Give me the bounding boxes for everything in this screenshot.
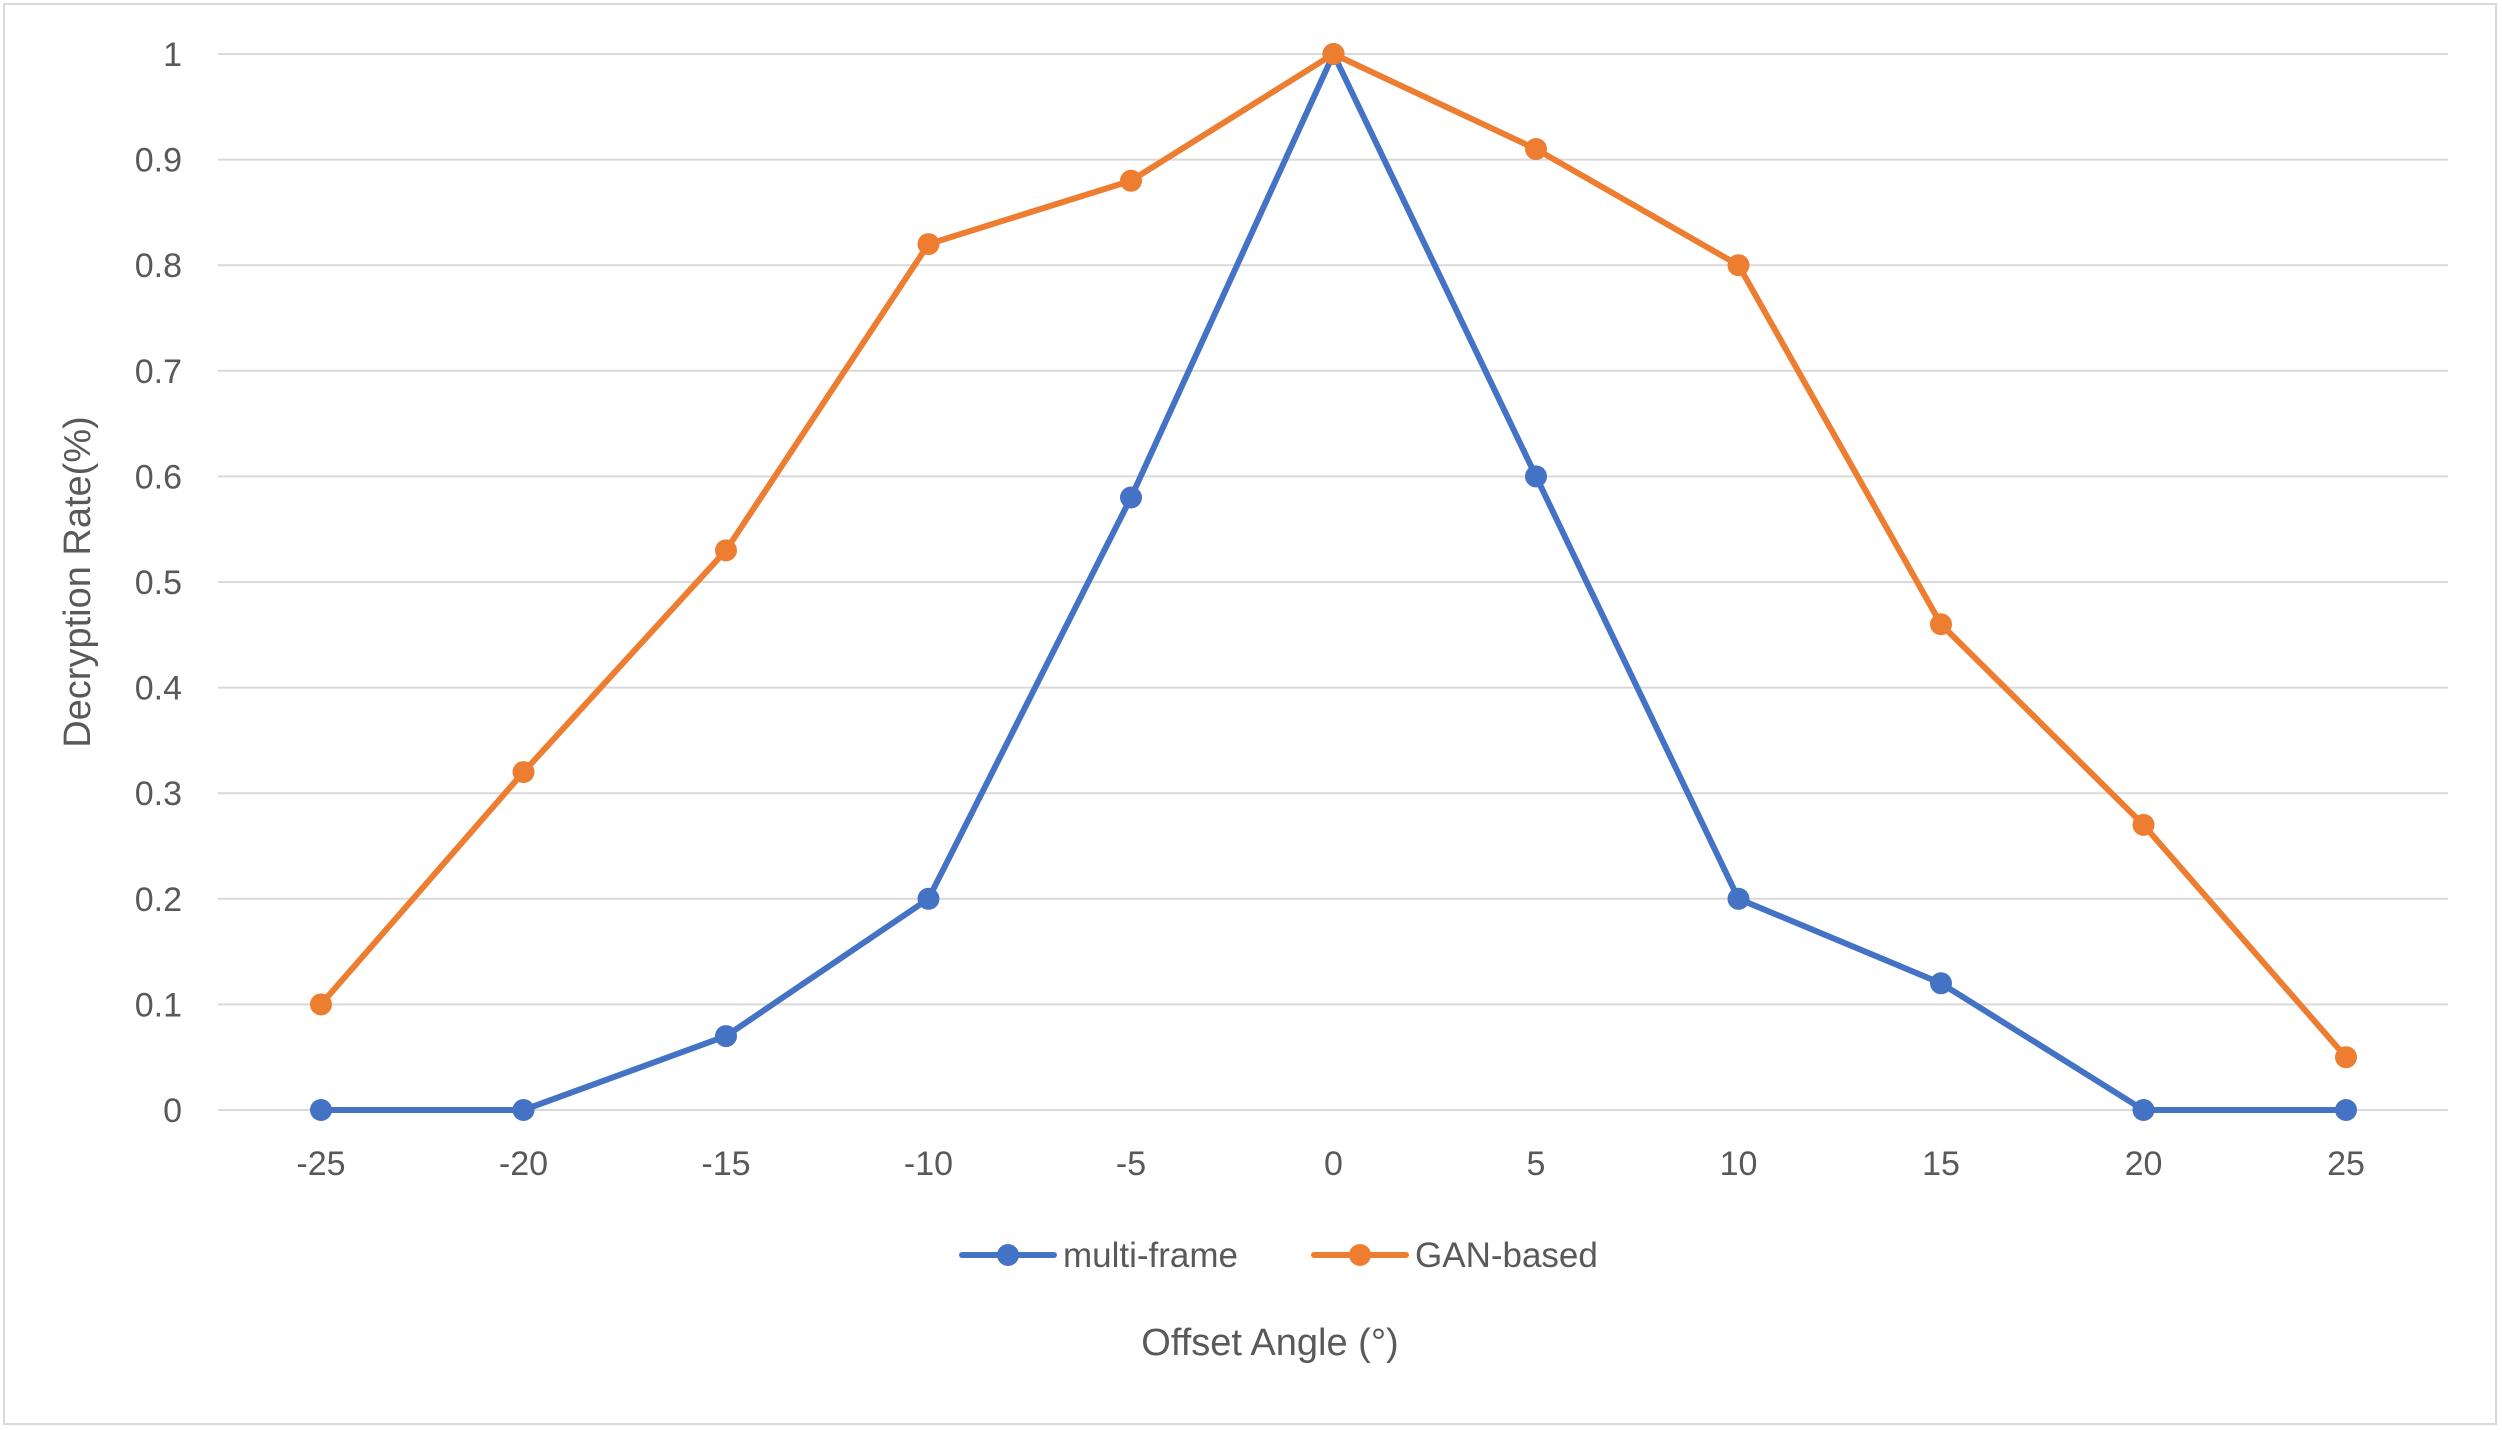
x-axis-tick-labels: -25 -20 -15 -10 -5 0 5 10 15 20 25: [296, 1145, 2364, 1183]
x-tick-label: 10: [1720, 1145, 1758, 1183]
data-point[interactable]: [1120, 486, 1142, 509]
legend-item-gan-based[interactable]: GAN-based: [1311, 1236, 1598, 1275]
y-tick-label: 0: [163, 1092, 182, 1130]
data-point[interactable]: [310, 993, 332, 1016]
x-tick-label: -20: [499, 1145, 548, 1183]
data-point[interactable]: [1930, 613, 1952, 636]
legend-label: multi-frame: [1063, 1236, 1238, 1275]
x-tick-label: -15: [701, 1145, 750, 1183]
legend-swatch-marker: [997, 1244, 1019, 1266]
data-point[interactable]: [512, 761, 535, 784]
data-point[interactable]: [1930, 972, 1952, 995]
x-tick-label: 15: [1922, 1145, 1960, 1183]
data-point[interactable]: [715, 1025, 737, 1048]
x-tick-label: 0: [1324, 1145, 1343, 1183]
data-point[interactable]: [917, 887, 940, 910]
y-tick-label: 0.3: [135, 775, 182, 813]
plot-series: [310, 43, 2357, 1121]
x-tick-label: 5: [1527, 1145, 1546, 1183]
y-tick-label: 0.5: [135, 564, 182, 602]
y-tick-label: 0.8: [135, 247, 182, 285]
y-axis-tick-labels: 0 0.1 0.2 0.3 0.4 0.5 0.6 0.7 0.8 0.9 1: [135, 36, 182, 1130]
data-point[interactable]: [1322, 43, 1345, 65]
y-tick-label: 0.7: [135, 353, 182, 391]
data-point[interactable]: [1525, 465, 1547, 488]
data-point[interactable]: [2335, 1046, 2357, 1069]
y-tick-label: 0.6: [135, 458, 182, 496]
gridlines: [218, 53, 2448, 1111]
x-axis-title: Offset Angle (°): [1141, 1322, 1398, 1364]
x-tick-label: -25: [296, 1145, 345, 1183]
data-point[interactable]: [2335, 1099, 2357, 1121]
x-tick-label: -5: [1116, 1145, 1146, 1183]
data-point[interactable]: [1727, 254, 1750, 277]
legend-label: GAN-based: [1415, 1236, 1598, 1275]
data-point[interactable]: [1120, 169, 1142, 192]
data-point[interactable]: [310, 1099, 332, 1121]
x-tick-label: -10: [904, 1145, 953, 1183]
y-tick-label: 1: [163, 36, 182, 74]
legend: multi-frame GAN-based: [959, 1236, 1598, 1275]
y-tick-label: 0.1: [135, 986, 182, 1024]
data-point[interactable]: [2132, 813, 2155, 836]
data-point[interactable]: [512, 1099, 535, 1121]
y-tick-label: 0.9: [135, 142, 182, 180]
legend-swatch-marker: [1349, 1244, 1371, 1266]
y-tick-label: 0.4: [135, 670, 182, 708]
data-point[interactable]: [2132, 1099, 2155, 1121]
data-point[interactable]: [715, 539, 737, 562]
y-tick-label: 0.2: [135, 881, 182, 919]
legend-item-multi-frame[interactable]: multi-frame: [959, 1236, 1238, 1275]
y-axis-title: Decryption Rate(%): [57, 416, 99, 748]
data-point[interactable]: [1727, 887, 1750, 910]
x-tick-label: 25: [2327, 1145, 2365, 1183]
series-line-gan-based: [318, 51, 2349, 1061]
x-tick-label: 20: [2125, 1145, 2163, 1183]
data-point[interactable]: [917, 233, 940, 256]
data-point[interactable]: [1525, 138, 1547, 161]
